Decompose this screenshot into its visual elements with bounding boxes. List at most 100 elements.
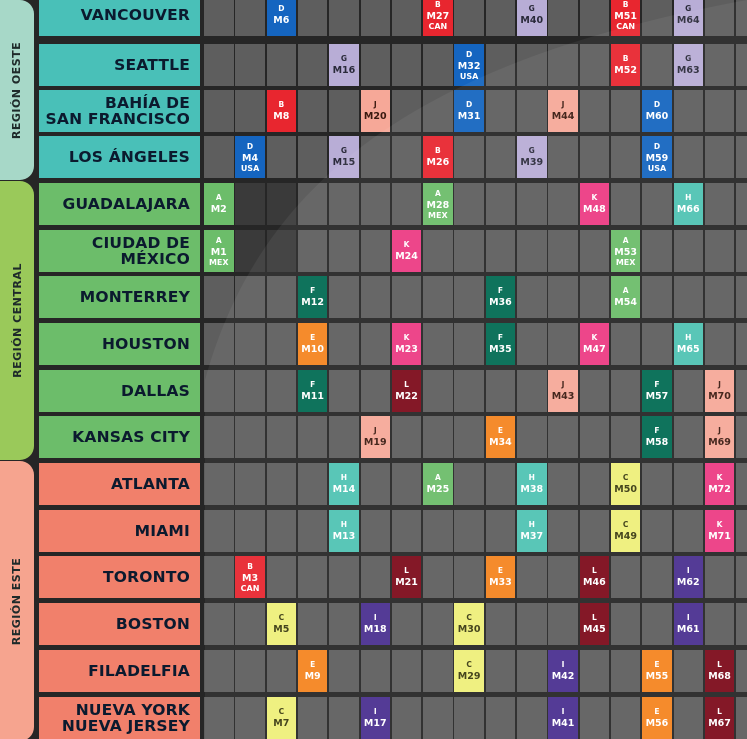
match-cell[interactable]: G M40	[517, 0, 547, 36]
match-cell[interactable]: A M54	[610, 276, 641, 318]
grid-cell	[579, 90, 610, 132]
match-cell[interactable]: L M22	[391, 370, 422, 412]
match-cell[interactable]: A M2	[204, 183, 234, 225]
grid-cell	[391, 136, 422, 178]
match-cell[interactable]: D M60	[642, 90, 672, 132]
match-cell[interactable]: G M15	[329, 136, 359, 178]
match-cell[interactable]: I M42	[548, 650, 578, 692]
grid-cell	[454, 323, 484, 365]
match-cell[interactable]: G M63	[673, 44, 703, 86]
match-cell[interactable]: J M19	[360, 416, 390, 458]
match-cell[interactable]: B M51 CAN	[610, 0, 641, 36]
group-letter: H	[340, 473, 348, 482]
match-cell[interactable]: J M43	[548, 370, 578, 412]
match-cell[interactable]: E M34	[485, 416, 516, 458]
match-cell[interactable]: K M72	[704, 463, 735, 505]
grid-cell	[673, 416, 703, 458]
match-cell[interactable]: C M30	[454, 603, 484, 645]
match-cell[interactable]: G M16	[329, 44, 359, 86]
match-cell[interactable]: E M55	[642, 650, 672, 692]
match-cell[interactable]: H M38	[517, 463, 547, 505]
match-cell[interactable]: K M48	[579, 183, 610, 225]
match-number: M39	[520, 157, 544, 168]
match-cell[interactable]: F M36	[485, 276, 516, 318]
grid-cell	[204, 90, 234, 132]
match-cell[interactable]: F M58	[642, 416, 672, 458]
match-cell[interactable]: I M62	[673, 556, 703, 598]
match-cell[interactable]: I M41	[548, 697, 578, 739]
match-cell[interactable]: K M24	[391, 230, 422, 272]
match-cell[interactable]: K M47	[579, 323, 610, 365]
match-cell[interactable]: B M27 CAN	[423, 0, 453, 36]
grid-cell	[235, 510, 265, 552]
match-cell[interactable]: G M39	[517, 136, 547, 178]
match-cell[interactable]: L M68	[704, 650, 735, 692]
match-cell[interactable]: C M50	[610, 463, 641, 505]
match-cell[interactable]: D M6	[266, 0, 297, 36]
match-number: M63	[676, 65, 700, 76]
city-name: LOS ÁNGELES	[69, 149, 190, 165]
match-cell[interactable]: B M3 CAN	[235, 556, 265, 598]
grid-cell	[704, 323, 735, 365]
match-cell[interactable]: B M26	[423, 136, 453, 178]
match-number: M1	[210, 246, 227, 258]
match-cell[interactable]: B M52	[610, 44, 641, 86]
match-cell[interactable]: G M64	[673, 0, 703, 36]
grid-cell	[548, 416, 578, 458]
grid-cell	[548, 183, 578, 225]
city-name: GUADALAJARA	[63, 196, 190, 212]
group-letter: B	[278, 100, 285, 109]
match-cell[interactable]: L M21	[391, 556, 422, 598]
grid-cell	[329, 650, 359, 692]
match-number: M53	[614, 246, 637, 258]
match-cell[interactable]: H M66	[673, 183, 703, 225]
match-cell[interactable]: C M5	[266, 603, 297, 645]
match-cell[interactable]: E M10	[297, 323, 328, 365]
match-cell[interactable]: F M35	[485, 323, 516, 365]
grid-cell	[736, 416, 747, 458]
match-cell[interactable]: A M1 MEX	[204, 230, 234, 272]
match-cell[interactable]: J M20	[360, 90, 390, 132]
match-cell[interactable]: E M56	[642, 697, 672, 739]
match-cell[interactable]: F M57	[642, 370, 672, 412]
match-cell[interactable]: J M70	[704, 370, 735, 412]
match-cell[interactable]: I M17	[360, 697, 390, 739]
match-cell[interactable]: E M33	[485, 556, 516, 598]
grid-cell	[610, 183, 641, 225]
group-letter: J	[373, 426, 377, 435]
match-cell[interactable]: A M28 MEX	[423, 183, 453, 225]
match-cell[interactable]: K M71	[704, 510, 735, 552]
grid-cell	[485, 0, 516, 36]
match-cell[interactable]: D M59 USA	[642, 136, 672, 178]
match-cell[interactable]: C M7	[266, 697, 297, 739]
match-cell[interactable]: L M67	[704, 697, 735, 739]
match-number: M3	[242, 572, 259, 584]
grid-cell	[297, 44, 328, 86]
match-cell[interactable]: H M14	[329, 463, 359, 505]
match-cell[interactable]: B M8	[266, 90, 297, 132]
match-cell[interactable]: H M65	[673, 323, 703, 365]
grid-cell	[360, 556, 390, 598]
match-cell[interactable]: F M12	[297, 276, 328, 318]
match-cell[interactable]: K M23	[391, 323, 422, 365]
match-cell[interactable]: D M32 USA	[454, 44, 484, 86]
match-cell[interactable]: I M18	[360, 603, 390, 645]
match-cell[interactable]: C M49	[610, 510, 641, 552]
grid-cell	[736, 556, 747, 598]
match-cell[interactable]: D M31	[454, 90, 484, 132]
match-cell[interactable]: A M53 MEX	[610, 230, 641, 272]
match-cell[interactable]: H M13	[329, 510, 359, 552]
grid-cell	[297, 416, 328, 458]
match-cell[interactable]: L M46	[579, 556, 610, 598]
match-cell[interactable]: I M61	[673, 603, 703, 645]
match-cell[interactable]: C M29	[454, 650, 484, 692]
match-cell[interactable]: J M69	[704, 416, 735, 458]
match-cell[interactable]: H M37	[517, 510, 547, 552]
match-cell[interactable]: D M4 USA	[235, 136, 265, 178]
match-cell[interactable]: J M44	[548, 90, 578, 132]
match-cell[interactable]: E M9	[297, 650, 328, 692]
match-cell[interactable]: L M45	[579, 603, 610, 645]
match-cell[interactable]: A M25	[423, 463, 453, 505]
match-cell[interactable]: F M11	[297, 370, 328, 412]
group-letter: A	[215, 235, 222, 245]
